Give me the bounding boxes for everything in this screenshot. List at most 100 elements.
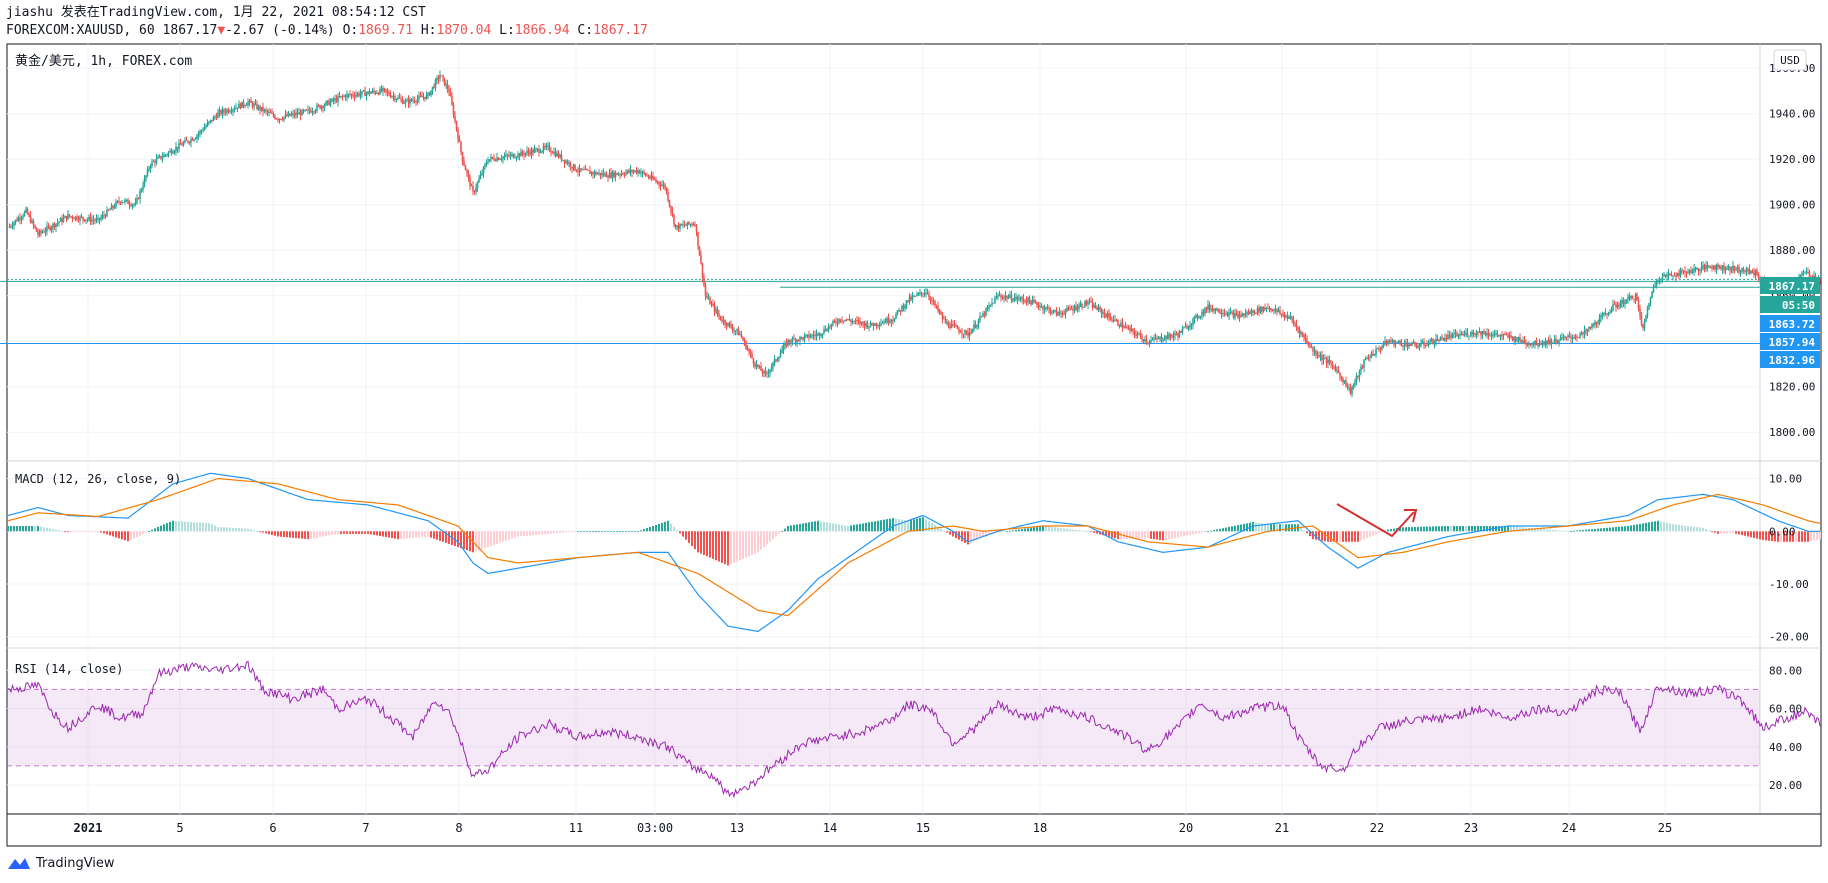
macd-histogram-bar [1783, 531, 1785, 542]
currency-button[interactable]: USD [1773, 49, 1807, 71]
macd-histogram-bar [1717, 531, 1719, 534]
candle-body [13, 222, 15, 226]
horizontal-levels[interactable] [0, 278, 1760, 345]
x-tick-label: 11 [569, 821, 583, 835]
y-tick-label: 10.00 [1769, 473, 1802, 486]
candle-body [223, 109, 225, 112]
candle-body [154, 161, 156, 163]
candle-body [1004, 295, 1007, 297]
candle-body [1084, 301, 1086, 308]
candle-body [62, 217, 65, 222]
candle-body [1277, 310, 1280, 312]
candle-body [1565, 336, 1568, 338]
candle-body [919, 292, 921, 294]
macd-histogram-bar [1078, 530, 1080, 532]
macd-histogram-bar [1228, 526, 1230, 532]
macd-histogram-bar [1363, 531, 1365, 540]
macd-histogram-bar [589, 531, 591, 533]
candle-body [169, 150, 171, 153]
macd-histogram-bar [1045, 526, 1047, 532]
candle-body [436, 77, 438, 80]
currency-button-frame[interactable] [1773, 49, 1807, 71]
candle-body [628, 170, 630, 173]
candle-body [947, 322, 950, 327]
macd-histogram-bar [1750, 531, 1752, 538]
candle-body [737, 329, 740, 336]
candle-body [587, 170, 590, 171]
candle-body [1693, 268, 1695, 272]
candle-body [842, 320, 845, 322]
candle-body [1151, 339, 1154, 341]
candle-body [1217, 308, 1220, 313]
candle-body [500, 158, 503, 160]
candle-body [1210, 308, 1212, 310]
macd-histogram-bar [529, 531, 531, 536]
candle-body [497, 157, 500, 160]
candle-body [580, 168, 582, 170]
macd-histogram-bar [1096, 531, 1098, 534]
candle-body [1219, 312, 1221, 314]
macd-histogram-bar [1633, 524, 1635, 532]
tradingview-logo[interactable]: TradingView [6, 855, 115, 871]
candle-body [833, 321, 836, 322]
candle-body [1706, 264, 1709, 267]
candle-body [538, 148, 540, 153]
candle-body [95, 218, 98, 221]
macd-histogram-bar [274, 531, 276, 536]
candle-body [1330, 362, 1332, 364]
candle-body [931, 300, 933, 302]
candle-body [64, 216, 66, 218]
macd-histogram-bar [1390, 529, 1392, 532]
macd-histogram-bar [1462, 526, 1464, 532]
candle-body [826, 330, 828, 332]
candle-body [397, 97, 399, 100]
macd-histogram-bar [136, 531, 138, 537]
candle-body [533, 149, 536, 153]
chart-canvas[interactable]: 1800.001820.001840.001860.001880.001900.… [0, 0, 1828, 850]
candle-body [1561, 337, 1563, 339]
candle-body [1559, 337, 1562, 341]
macd-histogram-bar [1573, 530, 1575, 532]
candle-body [1247, 312, 1250, 315]
candle-body [20, 217, 23, 220]
macd-histogram-bar [1084, 530, 1086, 532]
candle-body [1136, 334, 1139, 336]
candle-body [569, 162, 572, 168]
candle-body [164, 154, 167, 156]
candle-body [1175, 333, 1178, 335]
candle-body [43, 231, 45, 233]
macd-histogram-bar [1417, 526, 1419, 532]
macd-histogram-bar [1768, 531, 1770, 541]
candle-body [329, 101, 332, 105]
macd-histogram-bar [955, 531, 957, 539]
candle-body [1283, 313, 1286, 318]
currency-button-label[interactable]: USD [1780, 54, 1800, 67]
macd-histogram-bar [1813, 531, 1815, 541]
macd-histogram-bar [721, 531, 723, 563]
macd-histogram-bar [487, 531, 489, 548]
candle-body [952, 324, 954, 326]
candle-body [1310, 346, 1313, 347]
macd-histogram-bar [1066, 528, 1068, 532]
macd-histogram-bar [373, 531, 375, 535]
candle-body [730, 324, 732, 328]
candle-body [161, 157, 164, 159]
candle-body [1166, 335, 1169, 339]
x-tick-label: 7 [362, 821, 369, 835]
macd-histogram-bar [1804, 531, 1806, 542]
candle-body [1655, 280, 1658, 287]
candle-body [1456, 332, 1458, 337]
candle-body [301, 110, 303, 116]
candle-body [1630, 296, 1632, 299]
macd-histogram-bar [613, 531, 615, 533]
candle-body [133, 204, 135, 206]
candle-body [404, 100, 407, 103]
candle-body [674, 224, 677, 227]
candle-body [560, 154, 563, 161]
candle-body [619, 174, 621, 176]
candle-body [953, 324, 956, 326]
macd-histogram-bar [1330, 531, 1332, 542]
candle-body [358, 93, 360, 96]
macd-histogram-bar [850, 525, 852, 532]
candle-body [71, 216, 74, 219]
